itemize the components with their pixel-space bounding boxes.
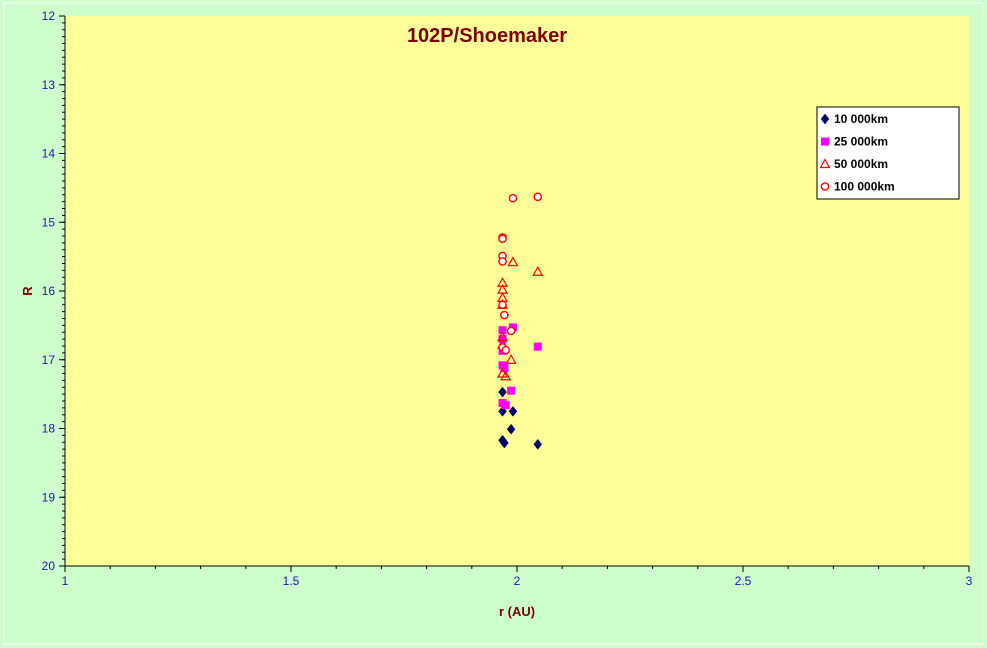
x-tick-label: 1.5 [283,574,300,588]
data-point [501,401,510,410]
data-point [498,234,507,244]
data-point [532,266,544,276]
data-point [498,257,507,266]
y-tick-label: 14 [42,147,56,161]
chart-title: 102P/Shoemaker [407,25,567,47]
y-axis-title: R [20,286,35,296]
data-marks [497,192,544,450]
legend-label: 10 000km [834,112,888,126]
data-point [533,342,542,351]
data-point [498,386,507,398]
legend-label: 25 000km [834,135,888,149]
data-point [533,438,543,450]
data-point [500,364,509,372]
data-point [507,386,516,395]
data-point [506,326,516,336]
legend-label: 50 000km [834,157,888,171]
series-3 [498,192,543,355]
x-tick-label: 2 [514,574,521,588]
data-point [508,193,518,203]
x-axis-title: r (AU) [499,604,535,619]
y-tick-label: 13 [42,78,56,92]
plot-area [65,16,969,566]
y-tick-label: 12 [42,9,56,23]
series-0 [498,386,543,450]
chart-border [3,2,984,645]
data-point [507,256,519,267]
data-point [498,300,507,310]
legend-box [816,106,960,200]
legend-marker [820,182,830,191]
data-point [508,405,518,417]
legend-marker [820,113,830,125]
legend: 10 000km 25 000km 50 000km 100 000km [816,106,960,200]
x-tick-label: 3 [966,574,973,588]
y-tick-label: 15 [42,215,56,229]
data-point [500,437,509,449]
data-point [501,345,511,355]
y-tick-label: 16 [42,284,56,298]
y-tick-label: 18 [42,422,56,436]
x-tick-label: 1 [62,574,69,588]
legend-label: 100 000km [834,180,895,194]
legend-marker [819,158,831,169]
y-tick-label: 17 [42,353,56,367]
data-point [500,370,512,381]
data-point [506,423,516,435]
data-point [498,326,507,335]
y-tick-label: 19 [42,490,56,504]
y-tick-label: 20 [42,559,56,573]
data-point [500,310,509,320]
data-point [533,192,543,202]
data-point [505,354,517,364]
x-axis-ticks: 1 1.5 2 2.5 3 [62,566,973,588]
x-tick-label: 2.5 [735,574,752,588]
legend-marker [821,137,829,146]
y-axis-ticks: 12 13 14 15 16 17 18 19 20 [42,9,65,573]
